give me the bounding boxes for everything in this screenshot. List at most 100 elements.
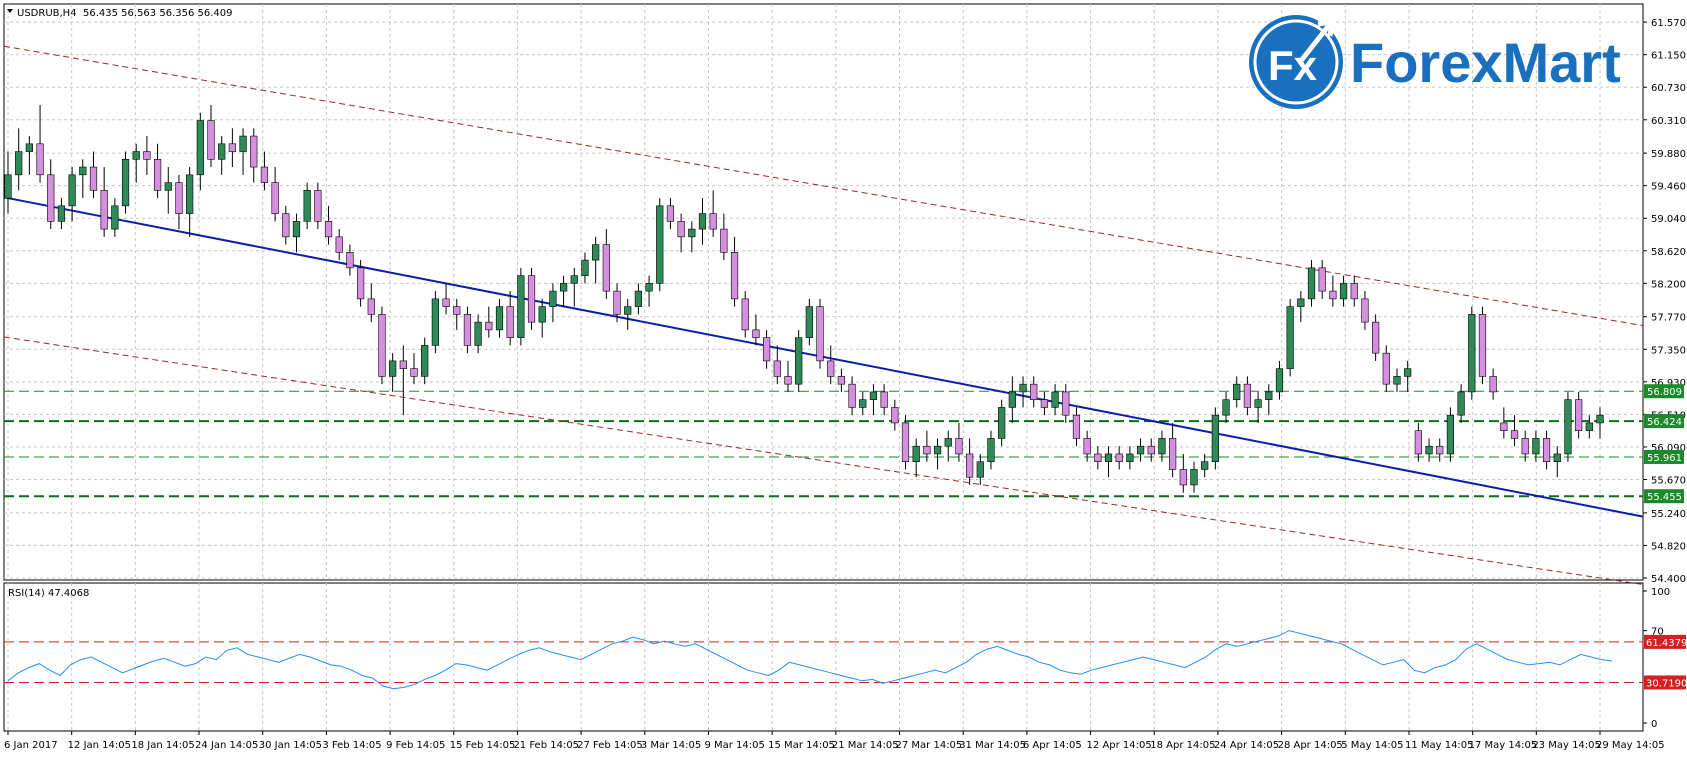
candle-body — [47, 174, 55, 222]
candle-body — [527, 275, 536, 323]
rsi-layer — [4, 630, 1643, 690]
rsi-tag-label: 61.4379 — [1646, 638, 1687, 649]
candle — [1532, 430, 1540, 462]
candle — [709, 190, 717, 237]
candle-body — [784, 376, 792, 385]
candle — [1072, 407, 1081, 447]
candle-body — [1008, 391, 1016, 408]
rsi-panel — [3, 582, 1644, 732]
forexmart-logo: Fx ForexMart — [1249, 15, 1621, 109]
candle — [495, 298, 504, 338]
candle-body — [944, 438, 952, 447]
candle — [869, 384, 878, 416]
rsi-tag-bg — [1644, 675, 1686, 690]
candle — [1318, 260, 1326, 299]
candle-body — [1169, 438, 1177, 470]
candle — [442, 283, 450, 315]
candle — [837, 368, 846, 392]
time-tick-label: 27 Mar 14:05 — [896, 740, 963, 751]
rsi-level-tag: 30.7190 — [1644, 675, 1687, 690]
candle-body — [1136, 445, 1145, 455]
candle — [346, 244, 354, 276]
candle-body — [1094, 453, 1102, 462]
time-tick-label: 15 Feb 14:05 — [450, 740, 516, 751]
candle — [795, 329, 803, 392]
candle — [474, 314, 482, 354]
candle-body — [431, 298, 439, 346]
candle-body — [260, 166, 269, 183]
candle-body — [57, 205, 66, 222]
symbol-label: USDRUB,H4 — [17, 8, 77, 19]
candle — [303, 182, 311, 230]
candle — [389, 353, 397, 392]
candle — [314, 182, 322, 230]
candle — [250, 128, 258, 183]
axis-layer: 61.570 61.150 60.730 60.310 59.880 59.460 59.0… — [4, 18, 1687, 751]
candle — [218, 136, 226, 175]
candle — [1489, 368, 1497, 400]
candle-body — [153, 159, 162, 191]
candle — [410, 353, 418, 385]
candle — [1436, 438, 1444, 462]
level-price-tag: 56.424 — [1644, 414, 1684, 429]
candle — [827, 345, 835, 385]
candle-body — [1436, 445, 1444, 455]
candle-body — [656, 205, 664, 284]
candle — [47, 159, 55, 230]
candle-body — [1126, 453, 1134, 462]
candle — [1190, 461, 1198, 493]
candle — [89, 151, 98, 199]
candle — [880, 384, 888, 416]
candle — [1596, 407, 1604, 439]
collapse-triangle-icon[interactable] — [7, 9, 13, 13]
candle — [923, 430, 931, 462]
candle — [15, 128, 23, 191]
candle-body — [848, 383, 856, 408]
candle-body — [1585, 422, 1593, 431]
rsi-tick-label: 70 — [1651, 627, 1664, 638]
candle — [4, 151, 12, 214]
candle-body — [143, 151, 151, 160]
price-tick-label: 60.310 — [1651, 116, 1686, 127]
price-tick-label: 58.620 — [1651, 247, 1686, 258]
candle — [1510, 415, 1519, 447]
time-tick-label: 18 Jan 14:05 — [131, 740, 194, 751]
candle — [1372, 314, 1380, 361]
candle-body — [1542, 438, 1551, 462]
candle-body — [4, 174, 12, 199]
candle-body — [688, 228, 696, 238]
candle — [805, 298, 813, 346]
level-tag-label: 55.455 — [1647, 492, 1682, 503]
candle — [581, 252, 589, 284]
candle-body — [1414, 430, 1422, 455]
candle — [1553, 446, 1561, 478]
price-panel — [3, 3, 1644, 581]
level-price-tag: 56.809 — [1644, 384, 1684, 399]
candle-body — [79, 166, 87, 176]
candle — [1564, 391, 1572, 462]
level-tag-bg — [1644, 449, 1684, 464]
candle — [1019, 376, 1027, 408]
candle — [1425, 438, 1433, 462]
candle-body — [1040, 399, 1049, 408]
time-tick-label: 17 May 14:05 — [1469, 740, 1538, 751]
candle-body — [442, 298, 450, 307]
candle — [848, 376, 856, 416]
price-tick-label: 55.670 — [1651, 476, 1686, 487]
candle-body — [1254, 399, 1262, 408]
candle — [164, 167, 172, 214]
channel-line — [3, 45, 1644, 327]
candle — [1521, 430, 1529, 462]
candle-body — [827, 360, 835, 377]
candle — [1500, 407, 1508, 439]
candle-body — [912, 445, 920, 462]
level-tag-label: 56.809 — [1647, 387, 1682, 398]
rsi-tag-label: 30.7190 — [1646, 678, 1687, 689]
candle-body — [25, 143, 33, 152]
time-tick-label: 27 Feb 14:05 — [577, 740, 643, 751]
candle-body — [795, 337, 803, 385]
candle — [944, 430, 952, 462]
candle — [431, 291, 439, 354]
candle — [335, 229, 343, 261]
